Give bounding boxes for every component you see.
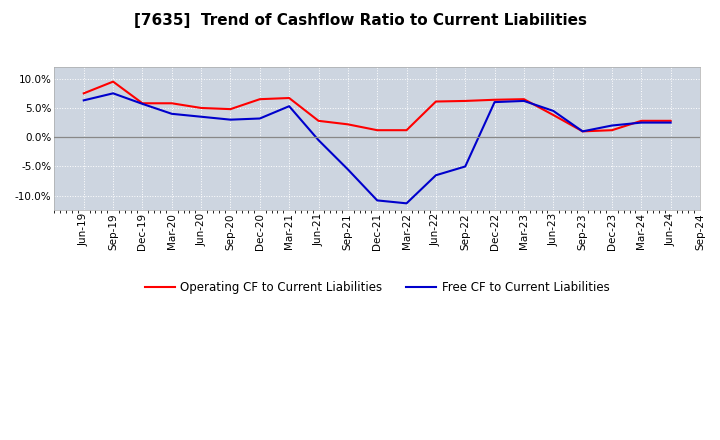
Operating CF to Current Liabilities	[461, 98, 469, 103]
Operating CF to Current Liabilities	[138, 101, 147, 106]
Free CF to Current Liabilities	[79, 98, 88, 103]
Operating CF to Current Liabilities	[109, 79, 117, 84]
Operating CF to Current Liabilities	[520, 96, 528, 102]
Free CF to Current Liabilities	[549, 108, 557, 114]
Line: Free CF to Current Liabilities: Free CF to Current Liabilities	[84, 93, 670, 203]
Free CF to Current Liabilities	[520, 98, 528, 103]
Operating CF to Current Liabilities	[637, 118, 646, 124]
Free CF to Current Liabilities	[314, 138, 323, 143]
Operating CF to Current Liabilities	[256, 96, 264, 102]
Free CF to Current Liabilities	[402, 201, 411, 206]
Free CF to Current Liabilities	[168, 111, 176, 117]
Operating CF to Current Liabilities	[578, 129, 587, 134]
Text: [7635]  Trend of Cashflow Ratio to Current Liabilities: [7635] Trend of Cashflow Ratio to Curren…	[133, 13, 587, 28]
Free CF to Current Liabilities	[343, 167, 352, 172]
Free CF to Current Liabilities	[138, 101, 147, 106]
Operating CF to Current Liabilities	[343, 122, 352, 127]
Operating CF to Current Liabilities	[608, 128, 616, 133]
Free CF to Current Liabilities	[197, 114, 205, 119]
Free CF to Current Liabilities	[431, 172, 440, 178]
Free CF to Current Liabilities	[256, 116, 264, 121]
Legend: Operating CF to Current Liabilities, Free CF to Current Liabilities: Operating CF to Current Liabilities, Fre…	[140, 276, 614, 299]
Free CF to Current Liabilities	[226, 117, 235, 122]
Free CF to Current Liabilities	[578, 129, 587, 134]
Operating CF to Current Liabilities	[314, 118, 323, 124]
Operating CF to Current Liabilities	[373, 128, 382, 133]
Operating CF to Current Liabilities	[666, 118, 675, 124]
Operating CF to Current Liabilities	[490, 97, 499, 103]
Free CF to Current Liabilities	[109, 91, 117, 96]
Line: Operating CF to Current Liabilities: Operating CF to Current Liabilities	[84, 82, 670, 132]
Operating CF to Current Liabilities	[79, 91, 88, 96]
Free CF to Current Liabilities	[373, 198, 382, 203]
Free CF to Current Liabilities	[285, 103, 294, 109]
Free CF to Current Liabilities	[666, 120, 675, 125]
Operating CF to Current Liabilities	[226, 106, 235, 112]
Operating CF to Current Liabilities	[402, 128, 411, 133]
Operating CF to Current Liabilities	[431, 99, 440, 104]
Operating CF to Current Liabilities	[285, 95, 294, 101]
Free CF to Current Liabilities	[608, 123, 616, 128]
Free CF to Current Liabilities	[637, 120, 646, 125]
Free CF to Current Liabilities	[461, 164, 469, 169]
Free CF to Current Liabilities	[490, 99, 499, 105]
Operating CF to Current Liabilities	[197, 105, 205, 110]
Operating CF to Current Liabilities	[549, 112, 557, 117]
Operating CF to Current Liabilities	[168, 101, 176, 106]
